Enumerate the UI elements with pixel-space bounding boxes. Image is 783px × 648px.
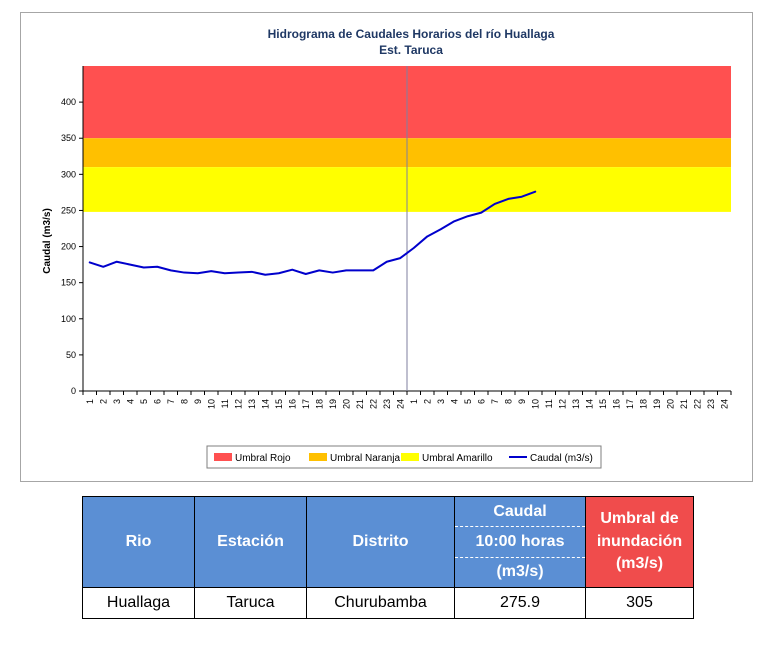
- header-caudal: Caudal 10:00 horas (m3/s): [454, 496, 586, 588]
- table-row: Huallaga Taruca Churubamba 275.9 305: [82, 587, 694, 619]
- x-tick-label: 22: [368, 399, 378, 409]
- x-tick-label: 9: [193, 399, 203, 404]
- x-tick-label: 9: [517, 399, 527, 404]
- x-tick-label: 1: [409, 399, 419, 404]
- x-tick-label: 24: [719, 399, 729, 409]
- legend-item-label: Umbral Naranja: [330, 453, 400, 464]
- cell-estacion: Taruca: [194, 587, 307, 619]
- table-header-row: Rio Estación Distrito Caudal 10:00 horas…: [82, 496, 694, 588]
- cell-distrito: Churubamba: [306, 587, 455, 619]
- legend-item-label: Caudal (m3/s): [530, 453, 593, 464]
- x-tick-label: 11: [220, 399, 230, 408]
- chart-frame: Hidrograma de Caudales Horarios del río …: [20, 12, 753, 482]
- x-tick-label: 16: [611, 399, 621, 409]
- y-tick-label: 0: [71, 386, 76, 396]
- y-tick-label: 100: [61, 314, 76, 324]
- x-tick-label: 19: [328, 399, 338, 409]
- x-tick-label: 24: [395, 399, 405, 409]
- x-tick-label: 10: [206, 399, 216, 409]
- x-tick-label: 15: [274, 399, 284, 409]
- cell-rio: Huallaga: [82, 587, 195, 619]
- legend-swatch: [309, 453, 327, 461]
- x-tick-label: 5: [139, 399, 149, 404]
- header-distrito: Distrito: [306, 496, 455, 588]
- legend-swatch: [401, 453, 419, 461]
- x-tick-label: 15: [598, 399, 608, 409]
- summary-table: Rio Estación Distrito Caudal 10:00 horas…: [82, 496, 694, 619]
- x-tick-label: 20: [665, 399, 675, 409]
- y-tick-label: 400: [61, 97, 76, 107]
- x-tick-label: 11: [544, 399, 554, 408]
- x-tick-label: 21: [355, 399, 365, 409]
- x-tick-label: 13: [571, 399, 581, 409]
- x-tick-label: 7: [166, 399, 176, 404]
- cell-umbral: 305: [585, 587, 694, 619]
- header-estacion: Estación: [194, 496, 307, 588]
- x-tick-label: 20: [341, 399, 351, 409]
- chart-title: Hidrograma de Caudales Horarios del río …: [268, 27, 555, 41]
- y-tick-label: 50: [66, 350, 76, 360]
- header-caudal-label: Caudal: [493, 502, 547, 520]
- x-tick-label: 2: [98, 399, 108, 404]
- x-tick-label: 4: [125, 399, 135, 404]
- header-caudal-unit: (m3/s): [455, 556, 585, 587]
- x-tick-label: 8: [503, 399, 513, 404]
- y-tick-label: 200: [61, 242, 76, 252]
- x-tick-label: 17: [301, 399, 311, 409]
- x-tick-label: 16: [287, 399, 297, 409]
- x-tick-label: 17: [625, 399, 635, 409]
- legend-swatch: [214, 453, 232, 461]
- x-tick-label: 5: [463, 399, 473, 404]
- legend: Umbral Rojo Umbral Naranja Umbral Amarillo…: [206, 445, 602, 469]
- chart-subtitle: Est. Taruca: [379, 43, 443, 57]
- y-axis-label: Caudal (m3/s): [42, 208, 53, 274]
- x-tick-label: 21: [679, 399, 689, 409]
- y-tick-label: 150: [61, 278, 76, 288]
- x-tick-label: 14: [260, 399, 270, 409]
- cell-caudal: 275.9: [454, 587, 586, 619]
- x-tick-label: 3: [112, 399, 122, 404]
- header-umbral-line2: inundación: [596, 532, 683, 550]
- hydrograph-chart: Hidrograma de Caudales Horarios del río …: [42, 27, 732, 469]
- x-tick-label: 7: [490, 399, 500, 404]
- x-tick-label: 19: [652, 399, 662, 409]
- x-tick-label: 10: [530, 399, 540, 409]
- header-rio: Rio: [82, 496, 195, 588]
- x-tick-label: 4: [449, 399, 459, 404]
- header-caudal-hour: 10:00 horas: [455, 526, 585, 556]
- series-layer: [88, 190, 537, 276]
- series-line-caudal: [88, 190, 537, 276]
- x-tick-label: 18: [638, 399, 648, 409]
- x-tick-label: 8: [179, 399, 189, 404]
- header-umbral: Umbral de inundación (m3/s): [585, 496, 694, 588]
- x-tick-label: 6: [476, 399, 486, 404]
- x-tick-label: 6: [152, 399, 162, 404]
- x-tick-label: 22: [692, 399, 702, 409]
- x-tick-label: 23: [706, 399, 716, 409]
- x-tick-label: 12: [557, 399, 567, 409]
- y-tick-label: 300: [61, 169, 76, 179]
- x-tick-label: 3: [436, 399, 446, 404]
- x-tick-label: 2: [422, 399, 432, 404]
- x-tick-label: 18: [314, 399, 324, 409]
- y-tick-label: 350: [61, 133, 76, 143]
- x-tick-label: 12: [233, 399, 243, 409]
- legend-item-label: Umbral Rojo: [235, 453, 291, 464]
- header-umbral-line1: Umbral de: [600, 510, 679, 528]
- x-tick-label: 13: [247, 399, 257, 409]
- x-tick-label: 23: [382, 399, 392, 409]
- y-tick-label: 250: [61, 205, 76, 215]
- x-tick-label: 14: [584, 399, 594, 409]
- x-tick-label: 1: [85, 399, 95, 404]
- header-umbral-line3: (m3/s): [615, 555, 664, 573]
- legend-item-label: Umbral Amarillo: [422, 453, 493, 464]
